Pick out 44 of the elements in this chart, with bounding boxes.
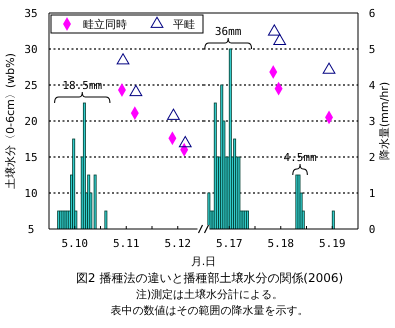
y-tick-label: 5 — [28, 223, 34, 236]
legend-label: 平畦 — [173, 18, 195, 31]
y-tick-label: 15 — [24, 151, 38, 164]
y2-axis-title: 降水量(mm/hr) — [378, 82, 391, 160]
y-tick-label: 10 — [24, 187, 38, 200]
x-tick-label: 5.19 — [319, 237, 346, 250]
bar — [228, 48, 232, 230]
y-tick-label: 25 — [24, 79, 38, 92]
bar — [332, 210, 335, 230]
annotation: 36mm — [214, 25, 242, 38]
bar — [82, 102, 86, 230]
x-axis-title: 月.日 — [190, 255, 216, 268]
y2-tick-label: 6 — [368, 7, 376, 20]
legend-label: 畦立同時 — [83, 18, 127, 31]
y-tick-label: 30 — [24, 43, 38, 56]
y2-tick-label: 4 — [368, 79, 376, 92]
bar — [246, 210, 249, 230]
point — [116, 53, 130, 64]
y-tick-label: 20 — [24, 115, 38, 128]
point — [273, 34, 286, 45]
x-tick-label: 5.17 — [216, 237, 242, 250]
text: 注)測定は土壌水分計による。 — [136, 288, 284, 301]
x-tick-label: 5.11 — [113, 237, 140, 250]
annotation: 4.5mm — [284, 151, 317, 164]
bar — [104, 210, 108, 230]
y-tick-label: 35 — [24, 7, 38, 20]
point — [130, 84, 142, 96]
y2-tick-label: 3 — [368, 115, 376, 128]
x-tick-label: 5.10 — [62, 237, 88, 250]
point — [322, 62, 336, 74]
y2-tick-label: 2 — [368, 151, 376, 164]
point — [268, 24, 281, 36]
bar — [94, 174, 97, 230]
bar — [72, 138, 76, 230]
text: 図2 播種法の違いと播種部土壌水分の関係(2006) — [76, 271, 344, 285]
point — [167, 108, 180, 120]
text: 表中の数値はその範囲の降水量を示す。 — [110, 304, 308, 317]
y2-tick-label: 0 — [368, 223, 376, 236]
y2-tick-label: 1 — [368, 187, 376, 200]
y2-tick-label: 5 — [368, 43, 376, 56]
x-tick-label: 5.12 — [164, 237, 191, 250]
point — [178, 136, 192, 148]
x-tick-label: 5.18 — [268, 237, 294, 250]
y-axis-title: 土壌水分〈0-6cm〉(wb%) — [4, 53, 17, 189]
